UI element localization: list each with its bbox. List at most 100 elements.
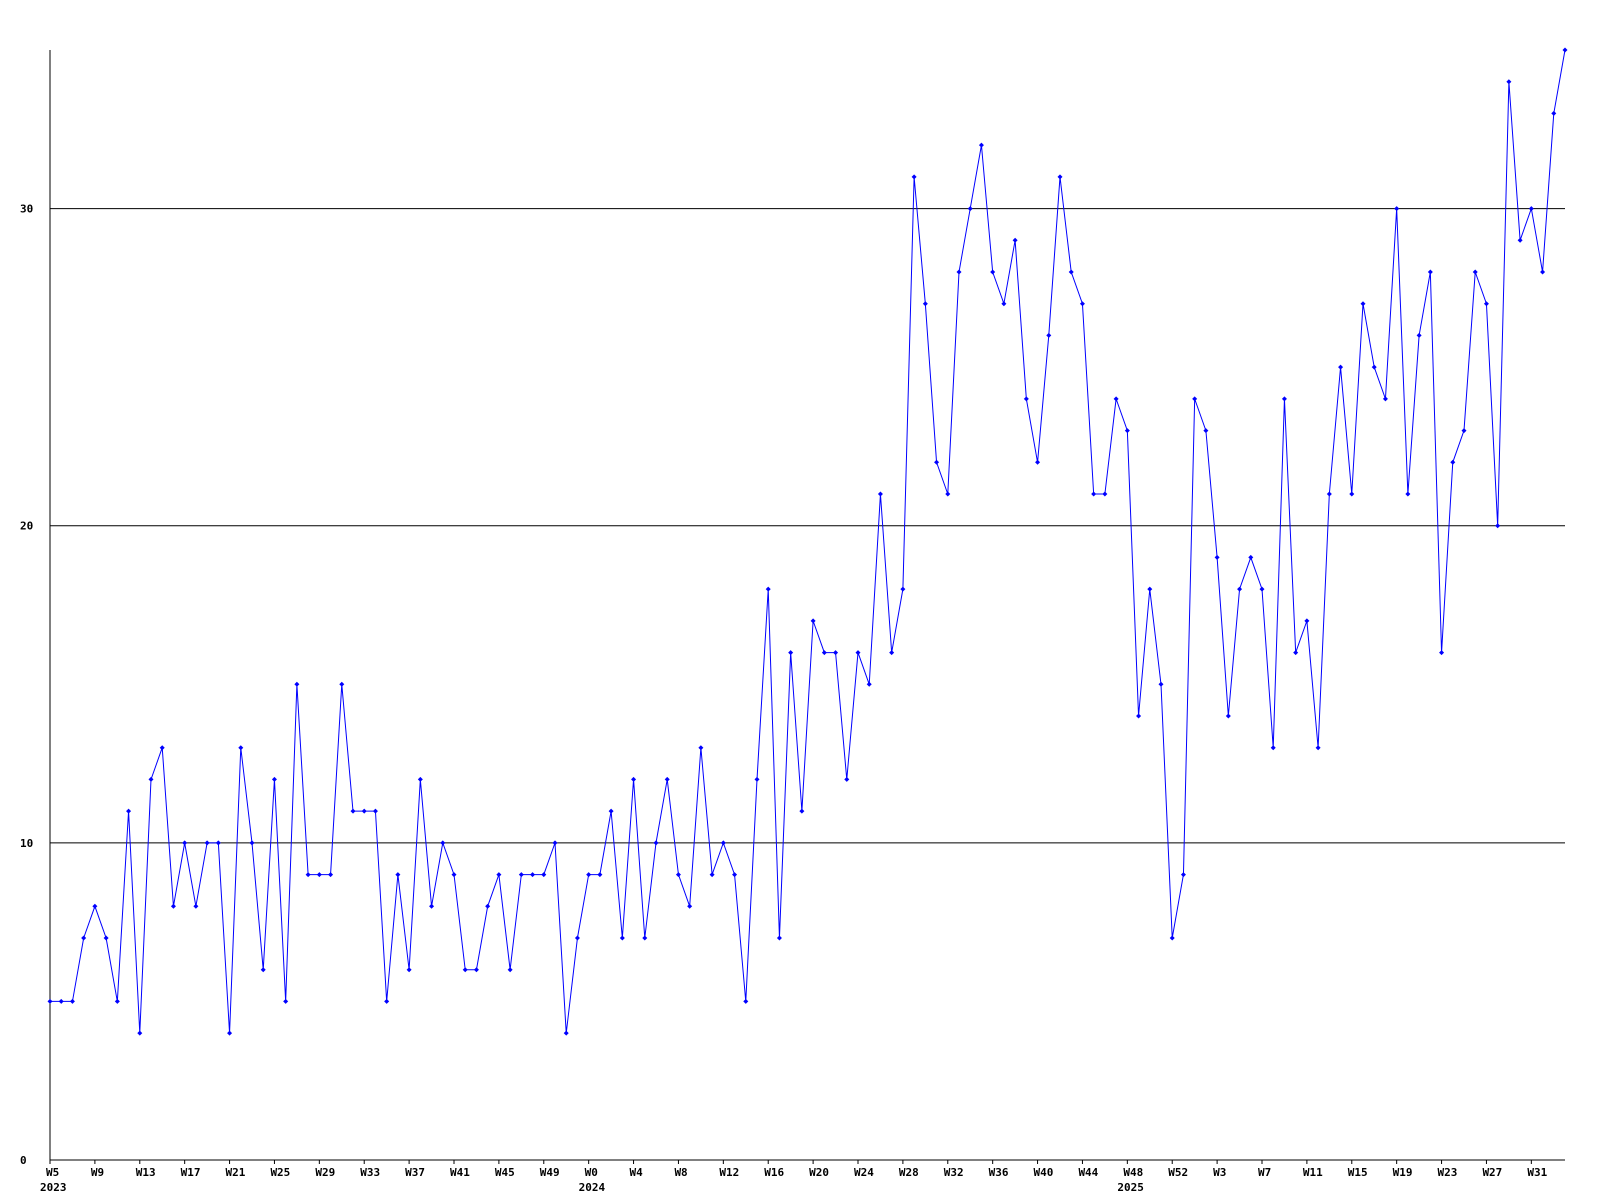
point — [877, 491, 883, 497]
point — [193, 903, 199, 909]
point — [1349, 491, 1355, 497]
point — [451, 872, 457, 878]
point — [462, 967, 468, 973]
point — [1248, 554, 1254, 560]
point — [417, 776, 423, 782]
x-tick-label: W44 — [1078, 1166, 1098, 1179]
point — [227, 1030, 233, 1036]
x-tick-label: W20 — [809, 1166, 829, 1179]
x-tick-label: W15 — [1348, 1166, 1368, 1179]
point — [1304, 618, 1310, 624]
point — [945, 491, 951, 497]
x-tick-label: W16 — [764, 1166, 784, 1179]
point — [518, 872, 524, 878]
x-year-label: 2025 — [1117, 1181, 1144, 1194]
point — [103, 935, 109, 941]
point — [372, 808, 378, 814]
point — [81, 935, 87, 941]
point — [1169, 935, 1175, 941]
point — [328, 872, 334, 878]
point — [339, 681, 345, 687]
point — [159, 745, 165, 751]
point — [653, 840, 659, 846]
x-tick-label: W31 — [1527, 1166, 1547, 1179]
point — [563, 1030, 569, 1036]
x-tick-label: W21 — [226, 1166, 246, 1179]
point — [900, 586, 906, 592]
point — [765, 586, 771, 592]
x-tick-label: W8 — [674, 1166, 687, 1179]
point — [1237, 586, 1243, 592]
point — [1068, 269, 1074, 275]
point — [776, 935, 782, 941]
x-tick-label: W29 — [315, 1166, 335, 1179]
point — [709, 872, 715, 878]
x-tick-label: W40 — [1034, 1166, 1054, 1179]
x-tick-label: W3 — [1213, 1166, 1226, 1179]
point — [597, 872, 603, 878]
point — [698, 745, 704, 751]
point — [1405, 491, 1411, 497]
point — [1035, 459, 1041, 465]
point — [271, 776, 277, 782]
point — [1439, 650, 1445, 656]
point — [429, 903, 435, 909]
point — [1203, 428, 1209, 434]
point — [530, 872, 536, 878]
point — [631, 776, 637, 782]
point — [1495, 523, 1501, 529]
x-tick-label: W19 — [1393, 1166, 1413, 1179]
point — [473, 967, 479, 973]
x-tick-label: W7 — [1258, 1166, 1271, 1179]
point — [440, 840, 446, 846]
point — [1506, 79, 1512, 85]
point — [754, 776, 760, 782]
point — [855, 650, 861, 656]
point — [586, 872, 592, 878]
y-tick-label: 0 — [20, 1154, 27, 1167]
point — [1483, 301, 1489, 307]
point — [170, 903, 176, 909]
point — [384, 998, 390, 1004]
point — [1270, 745, 1276, 751]
point — [1113, 396, 1119, 402]
point — [350, 808, 356, 814]
point — [496, 872, 502, 878]
x-year-label: 2023 — [40, 1181, 67, 1194]
x-tick-label: W45 — [495, 1166, 515, 1179]
point — [743, 998, 749, 1004]
point — [294, 681, 300, 687]
point — [260, 967, 266, 973]
x-tick-label: W17 — [181, 1166, 201, 1179]
point — [1158, 681, 1164, 687]
point — [182, 840, 188, 846]
point — [1472, 269, 1478, 275]
point — [1517, 237, 1523, 243]
point — [844, 776, 850, 782]
point — [810, 618, 816, 624]
point — [1360, 301, 1366, 307]
point — [1427, 269, 1433, 275]
point — [1091, 491, 1097, 497]
point — [720, 840, 726, 846]
point — [541, 872, 547, 878]
point — [1371, 364, 1377, 370]
point — [1180, 872, 1186, 878]
point — [69, 998, 75, 1004]
x-tick-label: W37 — [405, 1166, 425, 1179]
point — [283, 998, 289, 1004]
x-tick-label: W24 — [854, 1166, 874, 1179]
point — [1023, 396, 1029, 402]
point — [788, 650, 794, 656]
point — [1124, 428, 1130, 434]
point — [1079, 301, 1085, 307]
x-tick-label: W36 — [989, 1166, 1009, 1179]
point — [1461, 428, 1467, 434]
x-tick-label: W41 — [450, 1166, 470, 1179]
point — [732, 872, 738, 878]
point — [1225, 713, 1231, 719]
point — [574, 935, 580, 941]
point — [911, 174, 917, 180]
